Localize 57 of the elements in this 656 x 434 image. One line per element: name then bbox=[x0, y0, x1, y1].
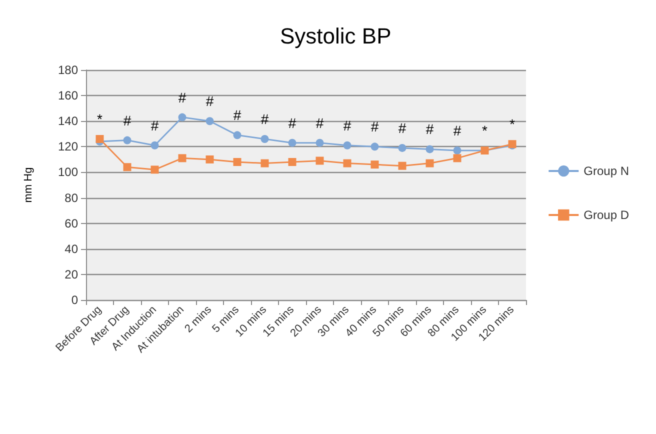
y-tick-label: 60 bbox=[64, 216, 78, 230]
annotation: * bbox=[482, 122, 488, 138]
point bbox=[288, 158, 296, 166]
annotation: # bbox=[316, 114, 324, 131]
point bbox=[260, 159, 269, 168]
point bbox=[426, 159, 434, 168]
y-tick-label: 100 bbox=[58, 165, 78, 180]
annotation: * bbox=[510, 116, 516, 132]
point bbox=[343, 141, 352, 150]
point bbox=[206, 155, 214, 164]
y-tick-label: 80 bbox=[64, 190, 78, 205]
y-tick-label: 160 bbox=[58, 88, 78, 103]
annotation: # bbox=[370, 118, 379, 135]
annotation: # bbox=[343, 117, 352, 134]
y-tick-label: 140 bbox=[58, 114, 78, 128]
point bbox=[316, 138, 324, 147]
point bbox=[398, 144, 406, 152]
y-tick-label: 180 bbox=[58, 63, 78, 77]
point bbox=[343, 159, 352, 168]
point bbox=[426, 145, 434, 154]
point bbox=[150, 166, 159, 174]
point bbox=[123, 163, 132, 172]
annotation: # bbox=[206, 93, 214, 110]
point bbox=[233, 158, 242, 166]
point bbox=[370, 160, 379, 169]
point bbox=[178, 113, 186, 122]
annotation: # bbox=[398, 120, 406, 136]
y-tick-label: 0 bbox=[71, 293, 78, 307]
annotation: * bbox=[97, 111, 104, 127]
legend-label: Group N bbox=[584, 164, 630, 178]
point bbox=[206, 117, 214, 126]
annotation: # bbox=[260, 111, 269, 127]
annotation: # bbox=[123, 112, 132, 128]
chart-title: Systolic BP bbox=[280, 24, 392, 48]
point bbox=[96, 135, 104, 143]
point bbox=[316, 156, 324, 165]
y-tick-label: 20 bbox=[64, 267, 78, 282]
point bbox=[453, 146, 462, 154]
point bbox=[150, 141, 159, 150]
annotation: # bbox=[288, 114, 296, 131]
point bbox=[398, 162, 406, 170]
y-axis-title: mm Hg bbox=[22, 167, 34, 203]
annotation: # bbox=[150, 117, 159, 134]
annotation: # bbox=[453, 122, 462, 138]
y-tick-label: 40 bbox=[64, 242, 78, 256]
point bbox=[123, 136, 132, 144]
annotation: # bbox=[426, 121, 434, 138]
point bbox=[288, 138, 296, 147]
point bbox=[178, 154, 186, 162]
point bbox=[233, 131, 242, 140]
y-tick-label: 120 bbox=[58, 140, 78, 154]
legend-label: Group D bbox=[584, 208, 630, 222]
point bbox=[453, 154, 462, 162]
annotation: # bbox=[233, 107, 242, 124]
annotation: # bbox=[178, 89, 186, 106]
point bbox=[370, 142, 379, 151]
point bbox=[260, 135, 269, 143]
